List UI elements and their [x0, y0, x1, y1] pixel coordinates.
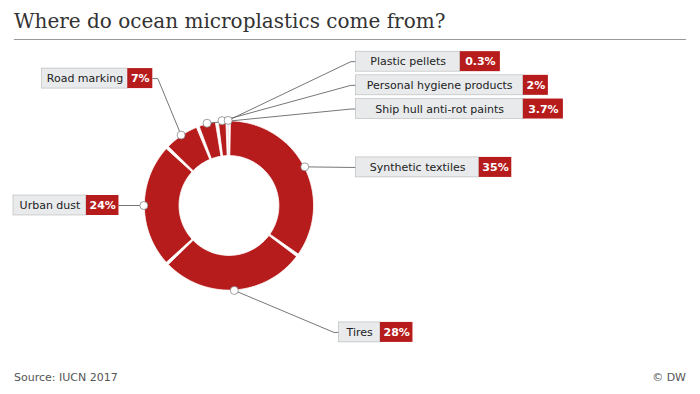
- svg-text:2%: 2%: [527, 79, 546, 92]
- html-text:Source: IUCN 2017: Source: IUCN 2017: [14, 371, 118, 384]
- html-text:Where do ocean microplastics c: Where do ocean microplastics come from?: [14, 9, 446, 33]
- svg-text:7%: 7%: [131, 72, 150, 85]
- svg-text:Personal hygiene products: Personal hygiene products: [367, 79, 513, 92]
- svg-text:0.3%: 0.3%: [465, 55, 496, 68]
- svg-text:Plastic pellets: Plastic pellets: [370, 55, 446, 68]
- svg-text:35%: 35%: [482, 161, 508, 174]
- svg-text:28%: 28%: [384, 326, 410, 339]
- svg-text:Road marking: Road marking: [47, 72, 123, 85]
- svg-text:24%: 24%: [90, 199, 116, 212]
- svg-text:3.7%: 3.7%: [528, 103, 559, 116]
- svg-text:Tires: Tires: [346, 326, 373, 339]
- svg-text:Ship hull anti-rot paints: Ship hull anti-rot paints: [375, 103, 504, 116]
- svg-text:Urban dust: Urban dust: [20, 199, 81, 212]
- svg-text:Synthetic textiles: Synthetic textiles: [370, 161, 466, 174]
- html-text:© DW: © DW: [652, 371, 686, 384]
